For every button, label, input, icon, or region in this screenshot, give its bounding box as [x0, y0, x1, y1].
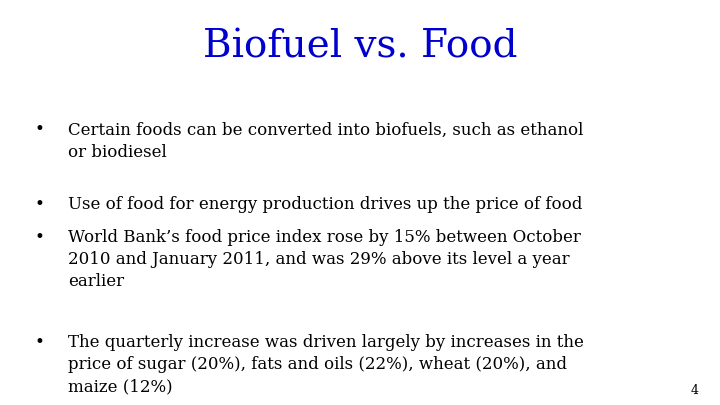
Text: •: •: [35, 196, 45, 213]
Text: 4: 4: [690, 384, 698, 397]
Text: World Bank’s food price index rose by 15% between October
2010 and January 2011,: World Bank’s food price index rose by 15…: [68, 229, 581, 290]
Text: The quarterly increase was driven largely by increases in the
price of sugar (20: The quarterly increase was driven largel…: [68, 334, 584, 396]
Text: Certain foods can be converted into biofuels, such as ethanol
or biodiesel: Certain foods can be converted into biof…: [68, 122, 584, 161]
Text: •: •: [35, 122, 45, 139]
Text: Use of food for energy production drives up the price of food: Use of food for energy production drives…: [68, 196, 582, 213]
Text: •: •: [35, 229, 45, 246]
Text: •: •: [35, 334, 45, 351]
Text: Biofuel vs. Food: Biofuel vs. Food: [203, 28, 517, 65]
